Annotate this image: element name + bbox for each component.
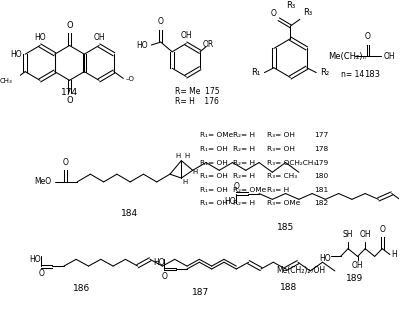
Text: R₃= OCH₂CH₃: R₃= OCH₂CH₃ [267,160,316,165]
Text: R₂= H: R₂= H [234,160,256,165]
Text: R₃: R₃ [286,1,295,10]
Text: OH: OH [359,230,371,239]
Text: –O: –O [126,76,135,82]
Text: CH₃: CH₃ [0,78,12,84]
Text: O: O [365,32,371,41]
Text: 184: 184 [121,209,138,218]
Text: O: O [158,17,164,26]
Text: HO: HO [34,33,46,42]
Text: H: H [184,153,190,159]
Text: R₃= CH₃: R₃= CH₃ [267,173,297,179]
Text: R₂= H: R₂= H [234,200,256,206]
Text: 187: 187 [192,288,209,297]
Text: 181: 181 [314,187,328,193]
Text: R= Me  175: R= Me 175 [175,87,219,96]
Text: O: O [66,96,73,105]
Text: R₃= H: R₃= H [267,187,289,193]
Text: H: H [193,169,198,175]
Text: R₁= OH: R₁= OH [200,200,228,206]
Text: H: H [175,153,180,159]
Text: R₂= H: R₂= H [234,146,256,152]
Text: HO: HO [11,50,22,59]
Text: OH: OH [383,52,395,60]
Text: R₁= OH: R₁= OH [200,173,228,179]
Text: n= 14: n= 14 [340,70,364,79]
Text: R₁= OH: R₁= OH [200,187,228,193]
Text: H: H [182,179,188,185]
Text: Me(CH₂)ₙ: Me(CH₂)ₙ [328,52,366,60]
Text: R₃= OH: R₃= OH [267,146,294,152]
Text: 186: 186 [73,284,90,292]
Text: R₃= OMe: R₃= OMe [267,200,300,206]
Text: R₂= H: R₂= H [234,132,256,139]
Text: HO: HO [30,255,41,264]
Text: O: O [66,21,73,30]
Text: R₁= OMe: R₁= OMe [200,132,234,139]
Text: O: O [379,225,385,234]
Text: HO: HO [320,254,331,263]
Text: 185: 185 [277,222,294,232]
Text: MeO: MeO [34,177,52,187]
Text: R₂= OMe: R₂= OMe [234,187,266,193]
Text: 188: 188 [280,283,297,292]
Text: 182: 182 [314,200,328,206]
Text: R₁= OH: R₁= OH [200,146,228,152]
Text: R₁: R₁ [251,68,261,77]
Text: O: O [161,272,167,281]
Text: O: O [38,269,44,278]
Text: 174: 174 [61,88,78,97]
Text: 178: 178 [314,146,328,152]
Text: Me(CH₂)₂₇OH: Me(CH₂)₂₇OH [276,267,325,276]
Text: 179: 179 [314,160,328,165]
Text: R₃= OH: R₃= OH [267,132,294,139]
Text: SH: SH [343,230,353,239]
Text: 180: 180 [314,173,328,179]
Text: OH: OH [352,261,364,270]
Text: OH: OH [180,31,192,40]
Text: 183: 183 [364,70,380,79]
Text: HO: HO [225,197,236,206]
Text: R₂: R₂ [320,68,329,77]
Text: H: H [392,250,398,259]
Text: R= H    176: R= H 176 [175,97,218,106]
Text: 189: 189 [346,274,363,283]
Text: OR: OR [203,40,214,49]
Text: R₁= OH: R₁= OH [200,160,228,165]
Text: HO: HO [136,41,148,50]
Text: O: O [233,182,239,191]
Text: O: O [270,9,276,19]
Text: R₂= H: R₂= H [234,173,256,179]
Text: OH: OH [93,33,105,42]
Text: HO: HO [153,258,164,267]
Text: 177: 177 [314,132,328,139]
Text: R₃: R₃ [303,8,312,17]
Text: O: O [63,158,69,167]
